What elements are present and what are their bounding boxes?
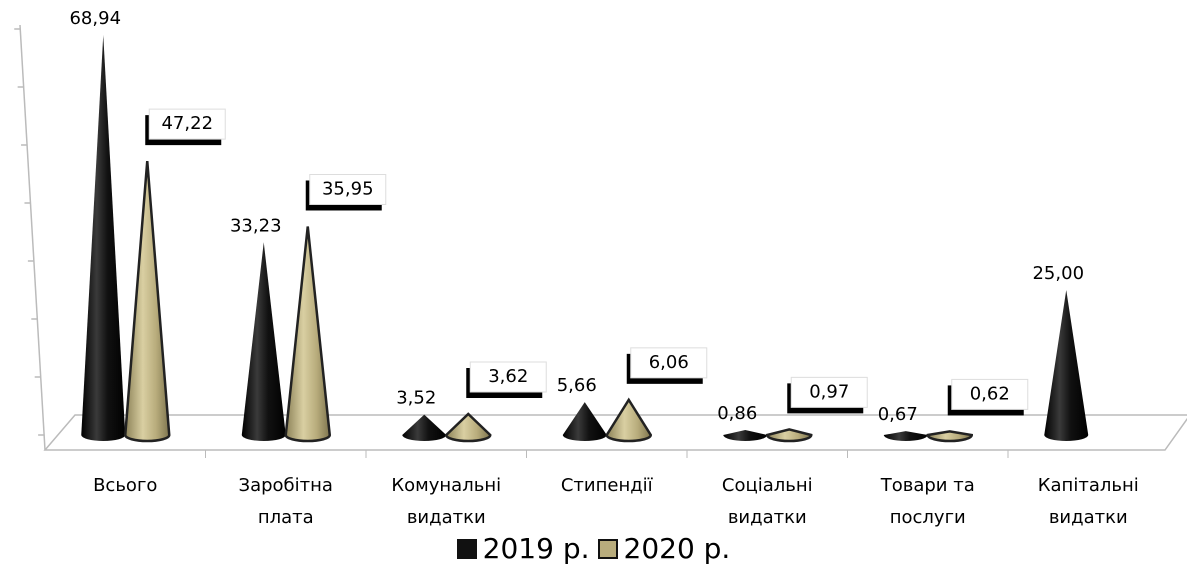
- data-label: 0,62: [970, 383, 1010, 404]
- cone: [1044, 290, 1089, 441]
- data-label: 35,95: [322, 178, 374, 199]
- legend: 2019 р. 2020 р.: [0, 532, 1187, 566]
- data-label: 0,86: [717, 403, 757, 424]
- cone: [562, 402, 607, 441]
- legend-label: 2019 р.: [482, 532, 590, 565]
- label-box: [630, 347, 708, 379]
- label-box: [148, 108, 226, 140]
- data-label: 5,66: [557, 375, 597, 396]
- x-tick-label: Заробітна плата: [238, 475, 333, 528]
- cone: [402, 414, 447, 441]
- data-label: 3,62: [488, 366, 528, 387]
- x-tick-label: Стипендії: [560, 475, 653, 496]
- y-axis: [19, 24, 46, 451]
- label-box: [469, 361, 547, 393]
- cone: [81, 35, 126, 441]
- label-box: [309, 173, 387, 205]
- cone: [444, 412, 492, 443]
- data-label: 0,97: [809, 381, 849, 402]
- data-label: 3,52: [396, 388, 436, 409]
- x-tick-label: Товари та послуги: [880, 475, 975, 528]
- cone: [605, 397, 653, 443]
- x-tick-label: Всього: [93, 475, 158, 496]
- legend-label: 2020 р.: [623, 532, 731, 565]
- x-tick-label: Комунальні видатки: [391, 475, 502, 528]
- label-box: [951, 378, 1029, 410]
- cone: [723, 430, 768, 441]
- data-label: 25,00: [1032, 263, 1084, 284]
- cone: [241, 242, 286, 441]
- legend-item: 2019 р.: [456, 532, 590, 565]
- data-label: 68,94: [69, 8, 121, 29]
- cone: [123, 161, 171, 443]
- legend-swatch: [456, 538, 477, 559]
- data-label: 0,67: [878, 404, 918, 425]
- cone: [284, 226, 332, 443]
- x-tick-label: Капітальні видатки: [1037, 475, 1139, 528]
- cone: [765, 428, 813, 443]
- label-box: [790, 376, 868, 408]
- data-label: 47,22: [161, 113, 213, 134]
- cone: [926, 430, 974, 443]
- legend-swatch: [597, 538, 618, 559]
- floor: [43, 414, 1187, 451]
- x-tick-label: Соціальні видатки: [721, 475, 813, 528]
- data-label: 33,23: [230, 215, 282, 236]
- cone: [883, 431, 928, 441]
- data-label: 6,06: [649, 352, 689, 373]
- legend-item: 2020 р.: [597, 532, 731, 565]
